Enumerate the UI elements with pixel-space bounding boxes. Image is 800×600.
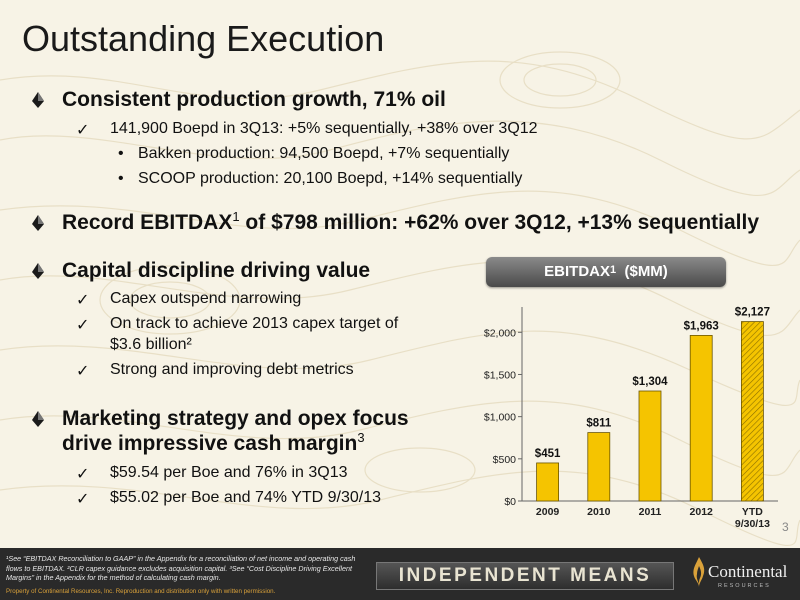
- check-item-text: $3.6 billion²: [110, 336, 192, 353]
- heading-text: Consistent production growth, 71% oil: [62, 88, 446, 111]
- y-tick-label: $500: [493, 454, 517, 466]
- check-item-text: Strong and improving debt metrics: [110, 361, 354, 378]
- check-item: ✓ Capex outspend narrowing: [76, 290, 302, 309]
- diamond-bullet-icon: [32, 215, 44, 231]
- check-item-text: 141,900 Boepd in 3Q13: +5% sequentially,…: [110, 120, 538, 137]
- data-label: $2,127: [735, 307, 770, 319]
- topographic-background: [0, 51, 800, 546]
- page-number: 3: [782, 520, 789, 534]
- data-label: $1,304: [632, 376, 668, 388]
- sub-bullet-item: • SCOOP production: 20,100 Boepd, +14% s…: [118, 170, 523, 188]
- chart-title-banner: EBITDAX1 ($MM): [486, 257, 726, 287]
- heading-text-pre: Record EBITDAX: [62, 211, 233, 234]
- bar-2011: [638, 390, 662, 502]
- checkmark-icon: ✓: [76, 466, 90, 483]
- continental-logo: Continental RESOURCES: [684, 554, 800, 598]
- check-item: ✓ $55.02 per Boe and 74% YTD 9/30/13: [76, 489, 382, 508]
- property-notice: Property of Continental Resources, Inc. …: [6, 588, 276, 595]
- footnote-superscript: 1: [232, 209, 240, 224]
- checkmark-icon: ✓: [76, 292, 90, 309]
- sub-bullet-item: • Bakken production: 94,500 Boepd, +7% s…: [118, 145, 510, 163]
- x-tick-label: 9/30/13: [735, 518, 770, 530]
- checkmark-icon: ✓: [76, 122, 90, 139]
- section-heading-capital: Capital discipline driving value: [32, 259, 371, 283]
- check-item: ✓ On track to achieve 2013 capex target …: [76, 315, 399, 334]
- checkmark-icon: ✓: [76, 317, 90, 334]
- bar-2010: [587, 432, 611, 502]
- footer-bar: ¹See “EBITDAX Reconciliation to GAAP” in…: [0, 548, 800, 600]
- section-heading-marketing: Marketing strategy and opex focus: [32, 407, 409, 431]
- data-label: $811: [586, 418, 612, 430]
- data-label: $1,963: [684, 320, 719, 332]
- logo-name: Continental: [708, 562, 788, 581]
- y-tick-label: $1,500: [484, 369, 516, 381]
- section-heading-marketing-line2: drive impressive cash margin3: [62, 430, 365, 456]
- heading-text-line2: drive impressive cash margin: [62, 432, 358, 455]
- diamond-bullet-icon: [32, 411, 44, 427]
- x-tick-label: 2010: [587, 506, 611, 518]
- section-heading-production: Consistent production growth, 71% oil: [32, 88, 446, 112]
- check-item-text: $59.54 per Boe and 76% in 3Q13: [110, 464, 348, 481]
- heading-text-post: of $798 million: +62% over 3Q12, +13% se…: [239, 211, 759, 234]
- bar-2012: [689, 335, 713, 502]
- chart-title-post: ($MM): [616, 263, 668, 280]
- data-label: $451: [535, 448, 561, 460]
- logo-subtitle: RESOURCES: [718, 583, 771, 589]
- y-tick-label: $0: [504, 496, 516, 508]
- checkmark-icon: ✓: [76, 491, 90, 508]
- bullet-dot-icon: •: [118, 170, 124, 187]
- check-item: ✓ Strong and improving debt metrics: [76, 361, 354, 380]
- footnote-superscript: 1: [610, 264, 617, 276]
- check-item-continuation: $3.6 billion²: [110, 336, 192, 354]
- section-heading-ebitdax: Record EBITDAX1 of $798 million: +62% ov…: [32, 209, 759, 235]
- diamond-bullet-icon: [32, 92, 44, 108]
- y-tick-label: $1,000: [484, 412, 516, 424]
- checkmark-icon: ✓: [76, 363, 90, 380]
- check-item: ✓ 141,900 Boepd in 3Q13: +5% sequentiall…: [76, 120, 538, 139]
- check-item-text: Capex outspend narrowing: [110, 290, 302, 307]
- x-tick-label: 2012: [690, 506, 714, 518]
- page-title: Outstanding Execution: [22, 18, 385, 59]
- x-tick-label: 2011: [639, 506, 662, 518]
- footnote-text: ¹See “EBITDAX Reconciliation to GAAP” in…: [6, 554, 356, 583]
- x-tick-label: YTD: [742, 506, 763, 518]
- chart-title-pre: EBITDAX: [544, 263, 611, 280]
- bullet-dot-icon: •: [118, 145, 124, 162]
- sub-bullet-text: Bakken production: 94,500 Boepd, +7% seq…: [138, 145, 510, 162]
- footnote-superscript: 3: [357, 430, 365, 445]
- sub-bullet-text: SCOOP production: 20,100 Boepd, +14% seq…: [138, 170, 523, 187]
- ebitdax-bar-chart: $0 $500 $1,000 $1,500 $2,000 $451 2009 $811 201…: [484, 307, 778, 530]
- bar-ytd-9-30-13: [740, 321, 764, 502]
- x-tick-label: 2009: [536, 506, 560, 518]
- heading-text-line1: Marketing strategy and opex focus: [62, 407, 409, 430]
- independent-means-tagline: INDEPENDENT MEANS: [376, 562, 674, 590]
- flame-icon: [693, 557, 705, 587]
- check-item: ✓ $59.54 per Boe and 76% in 3Q13: [76, 464, 348, 483]
- y-tick-label: $2,000: [484, 327, 516, 339]
- diamond-bullet-icon: [32, 263, 44, 279]
- bar-2009: [536, 462, 559, 502]
- check-item-text: $55.02 per Boe and 74% YTD 9/30/13: [110, 489, 382, 506]
- check-item-text: On track to achieve 2013 capex target of: [110, 315, 399, 332]
- heading-text: Capital discipline driving value: [62, 259, 371, 282]
- content-area: Consistent production growth, 71% oil ✓ …: [32, 88, 789, 534]
